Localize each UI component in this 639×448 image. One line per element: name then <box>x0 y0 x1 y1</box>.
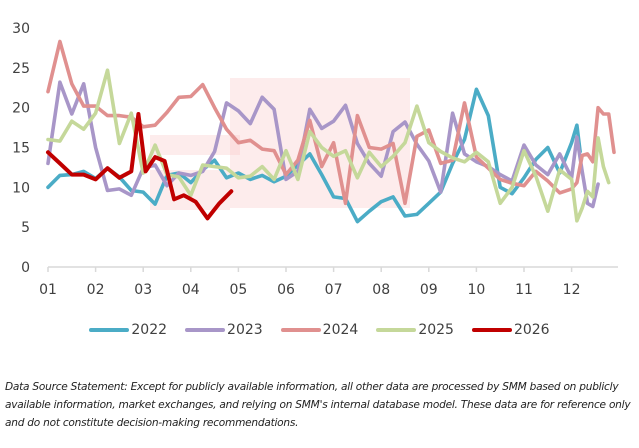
x-tick-label: 01 <box>39 282 57 298</box>
series-line-2025 <box>46 68 611 223</box>
series-line-2024 <box>46 39 616 206</box>
legend-label: 2022 <box>131 322 168 338</box>
data-source-statement: Data Source Statement: Except for public… <box>5 381 631 429</box>
x-tick-label: 05 <box>229 282 247 298</box>
legend-label: 2024 <box>322 322 359 338</box>
y-axis: 0 5 10 15 20 25 30 <box>12 21 30 276</box>
legend-item-2024[interactable]: 2024 <box>280 322 359 338</box>
legend-item-2023[interactable]: 2023 <box>185 322 263 338</box>
y-tick-label: 0 <box>21 260 30 276</box>
legend-item-2022[interactable]: 2022 <box>89 322 167 338</box>
legend-item-2025[interactable]: 2025 <box>376 322 454 338</box>
y-tick-label: 10 <box>12 180 30 196</box>
legend: 2022 2023 2024 2025 2026 <box>0 318 639 342</box>
legend-swatch <box>185 328 226 332</box>
series-line-2022 <box>46 87 582 224</box>
y-tick-label: 20 <box>12 101 30 117</box>
x-tick-label: 12 <box>563 282 581 298</box>
x-tick-label: 02 <box>87 282 105 298</box>
legend-label: 2023 <box>227 322 263 338</box>
x-tick-label: 08 <box>372 282 390 298</box>
x-axis: 01 02 03 04 05 06 07 08 09 10 11 12 <box>39 266 618 298</box>
series-layer <box>46 39 616 224</box>
legend-swatch <box>89 328 130 332</box>
x-tick-label: 11 <box>515 282 533 298</box>
legend-item-2026[interactable]: 2026 <box>471 322 550 338</box>
series-line-2026 <box>46 112 234 221</box>
x-tick-label: 06 <box>277 282 295 298</box>
x-tick-label: 07 <box>325 282 343 298</box>
legend-swatch <box>376 328 417 332</box>
legend-swatch <box>280 328 321 332</box>
y-tick-label: 25 <box>12 61 30 77</box>
y-tick-label: 5 <box>21 220 30 236</box>
x-tick-label: 04 <box>182 282 200 298</box>
x-tick-label: 09 <box>420 282 438 298</box>
x-tick-label: 10 <box>467 282 485 298</box>
legend-label: 2025 <box>418 322 454 338</box>
y-tick-label: 30 <box>12 21 30 37</box>
legend-swatch <box>471 328 512 332</box>
x-tick-label: 03 <box>134 282 152 298</box>
y-tick-label: 15 <box>12 141 30 157</box>
legend-label: 2026 <box>513 322 550 338</box>
